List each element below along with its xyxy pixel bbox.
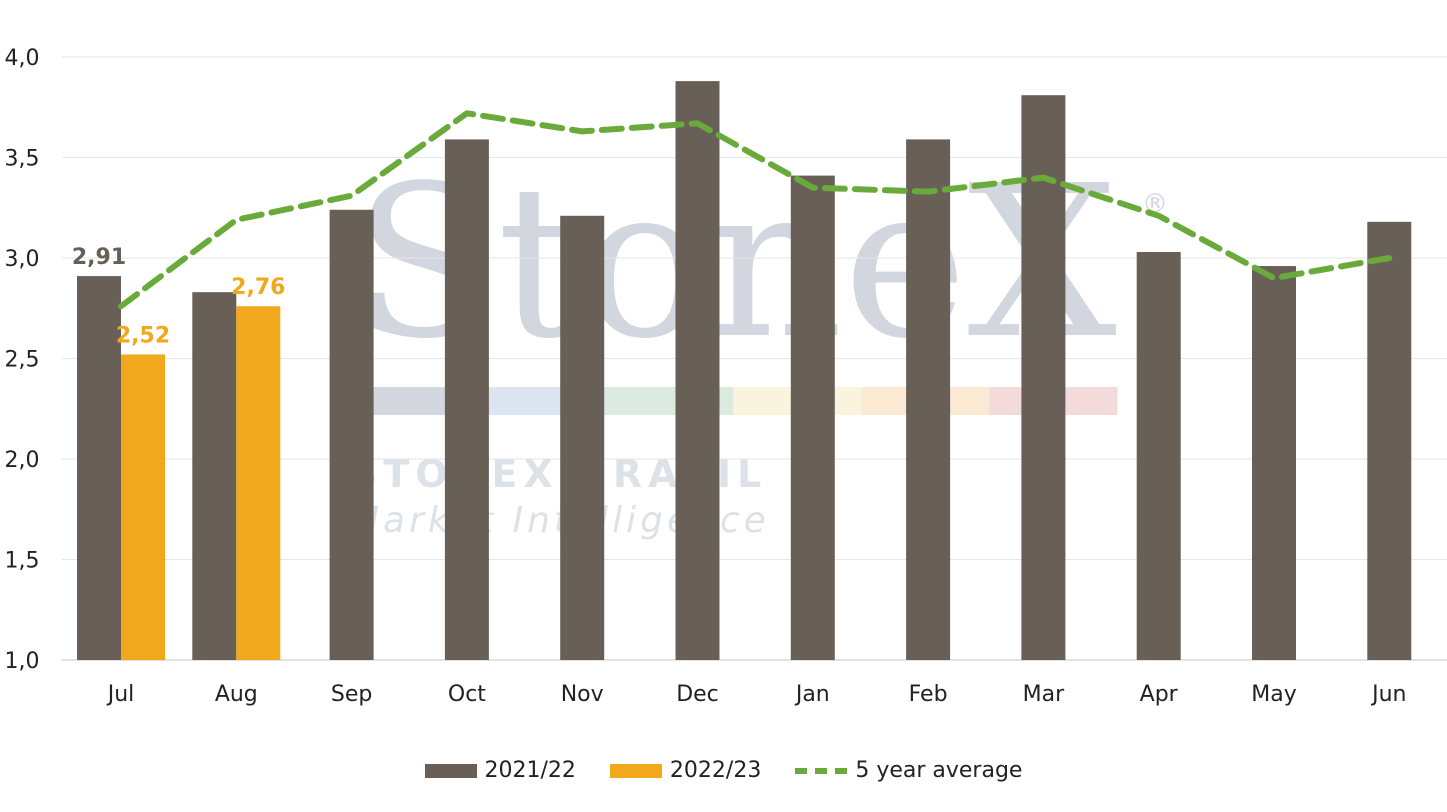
x-tick-label-jul: Jul xyxy=(106,682,135,707)
data-label-2022-23-jul: 2,52 xyxy=(116,323,170,348)
bar-2021-22-jul xyxy=(77,276,121,660)
legend-item-2021-22: 2021/22 xyxy=(424,758,576,783)
y-tick-label: 3,0 xyxy=(5,247,40,272)
x-tick-label-dec: Dec xyxy=(676,682,719,707)
x-tick-label-oct: Oct xyxy=(448,682,486,707)
y-tick-label: 4,0 xyxy=(5,46,40,71)
line-5-year-average xyxy=(118,110,1393,310)
x-tick-label-mar: Mar xyxy=(1023,682,1065,707)
y-tick-label: 3,5 xyxy=(5,147,40,172)
legend-item-2022-23: 2022/23 xyxy=(609,758,762,783)
bar-2021-22-mar xyxy=(1021,95,1066,660)
bar-2021-22-feb xyxy=(906,139,951,660)
gridlines xyxy=(62,56,1447,661)
bar-2021-22-apr xyxy=(1136,251,1181,660)
legend-swatch-2021-22 xyxy=(424,763,477,778)
bars xyxy=(77,81,1412,661)
bar-2021-22-may xyxy=(1252,266,1296,660)
bar-2022-23-jul xyxy=(121,354,165,660)
x-tick-label-jan: Jan xyxy=(794,682,830,707)
x-tick-label-may: May xyxy=(1251,682,1296,707)
legend-item-5-year-average: 5 year average xyxy=(795,758,1022,783)
bar-2021-22-jun xyxy=(1367,221,1412,660)
y-axis-ticks: 1,0 1,5 2,0 2,5 3,0 3,5 4,0 xyxy=(5,46,40,674)
x-tick-label-apr: Apr xyxy=(1140,682,1179,707)
average-line-layer xyxy=(118,110,1393,310)
bar-2021-22-dec xyxy=(675,81,720,661)
y-tick-label: 2,5 xyxy=(5,348,40,373)
data-label-2022-23-aug: 2,76 xyxy=(231,275,285,300)
x-tick-label-feb: Feb xyxy=(909,682,948,707)
y-tick-label: 1,0 xyxy=(5,649,40,674)
x-tick-label-jun: Jun xyxy=(1370,682,1406,707)
x-axis-ticks: Jul Aug Sep Oct Nov Dec Jan Feb Mar Apr May Jun xyxy=(106,682,1407,707)
bar-2021-22-oct xyxy=(444,139,489,660)
bar-2021-22-sep xyxy=(329,209,374,660)
x-tick-label-sep: Sep xyxy=(331,682,372,707)
x-tick-label-nov: Nov xyxy=(561,682,604,707)
bar-2021-22-nov xyxy=(560,215,605,661)
bar-2022-23-aug xyxy=(236,306,281,660)
data-labels: 2,91 2,52 2,76 xyxy=(72,245,286,348)
legend-label-2022-23: 2022/23 xyxy=(669,758,762,783)
x-tick-label-aug: Aug xyxy=(215,682,258,707)
y-tick-label: 2,0 xyxy=(5,448,40,473)
chart: StoneX ® STONEX BRASIL Market Intelligen… xyxy=(5,46,1447,707)
bar-2021-22-jan xyxy=(790,175,835,660)
legend: 2021/22 2022/23 5 year average xyxy=(0,758,1447,783)
bar-2021-22-aug xyxy=(192,292,237,660)
legend-label-2021-22: 2021/22 xyxy=(484,758,576,783)
legend-swatch-5-year-average xyxy=(795,767,848,774)
legend-swatch-2022-23 xyxy=(609,763,662,778)
data-label-2021-22-jul: 2,91 xyxy=(72,245,126,270)
y-tick-label: 1,5 xyxy=(5,549,40,574)
legend-label-5-year-average: 5 year average xyxy=(855,758,1023,783)
